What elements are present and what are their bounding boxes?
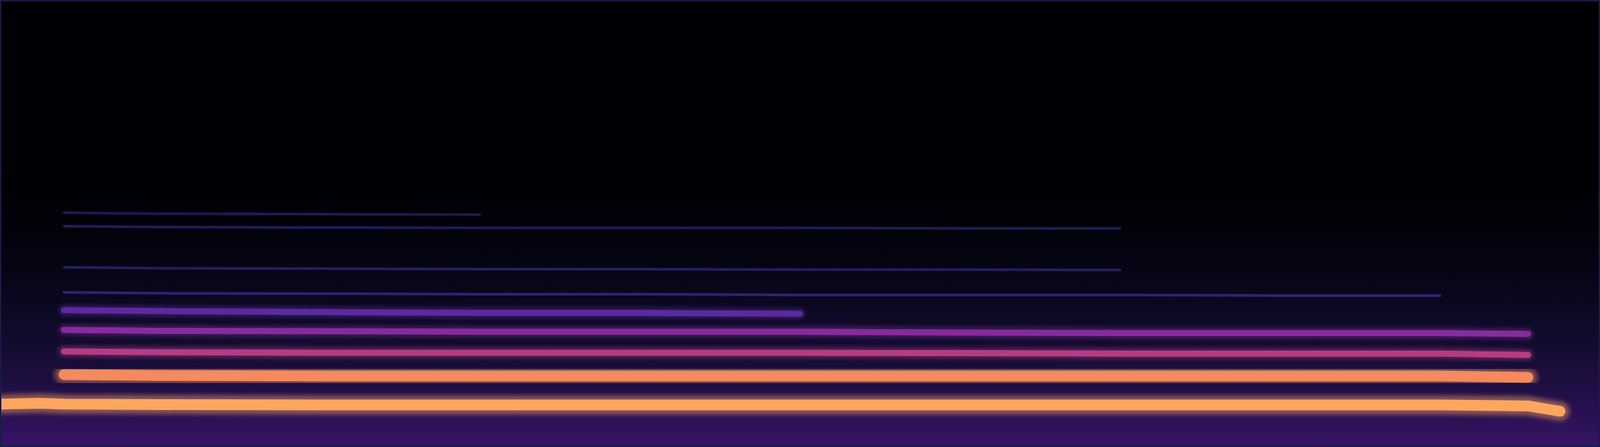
harmonic-line [63,292,1440,296]
harmonic-glow [63,351,1528,355]
harmonic-glow [63,310,800,314]
harmonic-glow [63,329,1528,335]
harmonic-line [63,374,1528,378]
harmonic-line [63,267,1120,271]
noise-floor [0,156,1600,447]
background [0,0,1600,447]
plot-frame [0,0,1600,447]
harmonic-line [63,310,800,314]
harmonics [0,212,1561,412]
harmonic-line [0,403,1561,412]
harmonic-line [63,329,1528,335]
harmonic-glow [0,403,1561,412]
harmonic-line [63,226,1120,229]
harmonic-line [63,212,481,215]
harmonic-line [63,351,1528,355]
harmonic-glow [63,374,1528,378]
spectrogram [0,0,1600,447]
